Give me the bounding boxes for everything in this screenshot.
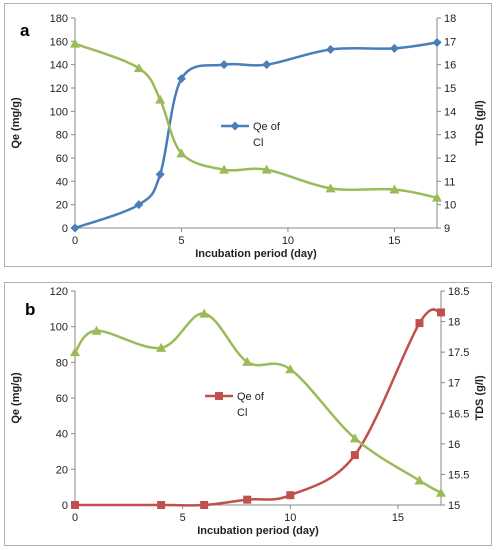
data-point-triangle — [70, 38, 80, 48]
y2-tick-label: 16 — [448, 439, 460, 451]
chart-panel-b: 0 20 40 60 80 100 120 15 15.5 16 16.5 17 17.5 18 18.5 0… — [4, 282, 492, 546]
data-point-square — [200, 501, 209, 509]
data-point-triangle — [242, 356, 253, 366]
x-tick-label: 0 — [72, 512, 78, 524]
data-point-square — [286, 491, 295, 500]
data-point-triangle — [261, 164, 272, 174]
y2-axis-title: TDS (g/l) — [474, 375, 486, 421]
y-tick-label: 120 — [50, 286, 68, 298]
data-point-diamond — [389, 43, 399, 53]
data-point-diamond — [432, 38, 442, 47]
y2-tick-label: 13 — [444, 130, 456, 142]
data-point-triangle — [70, 347, 80, 357]
data-point-diamond — [262, 60, 272, 70]
x-tick-label: 15 — [388, 235, 400, 247]
y-tick-label: 140 — [50, 60, 68, 72]
y2-tick-label: 17 — [448, 378, 460, 390]
data-point-square — [243, 495, 252, 504]
y-tick-label: 20 — [56, 200, 68, 212]
data-point-triangle — [155, 94, 166, 104]
data-point-diamond — [70, 223, 80, 233]
data-point-triangle — [219, 164, 230, 174]
panel-label: a — [20, 21, 30, 40]
y2-tick-label: 17.5 — [448, 347, 469, 359]
chart-a-svg: 0204060801001201401601809101112131415161… — [10, 13, 486, 260]
y2-tick-label: 10 — [444, 200, 456, 212]
x-tick-label: 15 — [392, 512, 404, 524]
data-point-triangle — [436, 487, 446, 497]
y-tick-label: 80 — [56, 357, 68, 369]
y2-tick-label: 18 — [444, 13, 456, 25]
x-tick-label: 10 — [284, 512, 296, 524]
data-point-triangle — [199, 308, 210, 318]
y2-tick-label: 15 — [444, 83, 456, 95]
y2-tick-label: 15 — [448, 500, 460, 512]
data-point-diamond — [155, 169, 165, 179]
data-point-triangle — [432, 192, 442, 202]
y-tick-label: 120 — [50, 83, 68, 95]
chart-panel-a: 0 20 40 60 80 100 120 140 160 180 9 10 11 12 13 14 15 16 1… — [4, 3, 492, 267]
data-point-square — [437, 308, 445, 317]
y-tick-label: 0 — [62, 500, 68, 512]
legend-label: Qe of Cl — [253, 121, 281, 149]
data-point-diamond — [326, 45, 336, 54]
y-tick-label: 40 — [56, 429, 68, 441]
x-axis-title: Incubation period (day) — [195, 248, 317, 260]
x-tick-label: 5 — [180, 512, 186, 524]
data-point-square — [350, 451, 359, 460]
data-point-square — [415, 319, 424, 328]
series-line — [73, 312, 442, 494]
y-tick-label: 0 — [62, 223, 68, 235]
y-tick-label: 20 — [56, 464, 68, 476]
data-point-diamond — [134, 200, 144, 210]
y2-tick-label: 14 — [444, 106, 456, 118]
data-point-triangle — [325, 183, 336, 193]
data-point-triangle — [91, 325, 102, 335]
x-axis-title: Incubation period (day) — [197, 525, 319, 537]
y2-tick-label: 16.5 — [448, 408, 469, 420]
data-point-square — [71, 501, 79, 509]
data-point-square — [157, 501, 166, 509]
panel-label: b — [25, 300, 35, 319]
data-point-triangle — [133, 63, 144, 73]
data-point-triangle — [285, 364, 296, 374]
chart-b-svg: 0 20 40 60 80 100 120 15 15.5 16 16.5 17 17.5 18 18.5 0… — [10, 286, 486, 537]
data-point-diamond — [219, 60, 229, 70]
y-tick-label: 100 — [50, 106, 68, 118]
data-point-triangle — [176, 148, 187, 158]
x-tick-label: 10 — [282, 235, 294, 247]
y-tick-label: 180 — [50, 13, 68, 25]
data-point-triangle — [156, 342, 167, 352]
y2-tick-label: 16 — [444, 60, 456, 72]
y2-tick-label: 18 — [448, 317, 460, 329]
y2-axis-title: TDS (g/l) — [474, 100, 486, 146]
series-line — [74, 41, 438, 230]
y-tick-label: 40 — [56, 176, 68, 188]
y-tick-label: 60 — [56, 393, 68, 405]
y-tick-label: 60 — [56, 153, 68, 165]
y2-tick-label: 9 — [444, 223, 450, 235]
series-line — [75, 308, 442, 507]
y2-tick-label: 12 — [444, 153, 456, 165]
x-tick-label: 5 — [178, 235, 184, 247]
data-point-triangle — [389, 184, 400, 194]
x-tick-label: 0 — [72, 235, 78, 247]
legend-swatch-marker — [230, 121, 240, 131]
y2-tick-label: 17 — [444, 36, 456, 48]
y-tick-label: 160 — [50, 36, 68, 48]
data-point-triangle — [349, 433, 360, 443]
legend-swatch-marker — [215, 392, 223, 400]
y-tick-label: 80 — [56, 130, 68, 142]
y2-tick-label: 15.5 — [448, 469, 469, 481]
y-axis-title: Qe (mg/g) — [10, 372, 22, 424]
y2-tick-label: 18.5 — [448, 286, 469, 298]
y-tick-label: 100 — [50, 322, 68, 334]
legend-label: Qe of Cl — [237, 391, 265, 419]
data-point-triangle — [414, 475, 425, 485]
data-point-diamond — [176, 74, 186, 84]
y-axis-title: Qe (mg/g) — [10, 97, 22, 149]
y2-tick-label: 11 — [444, 176, 455, 188]
